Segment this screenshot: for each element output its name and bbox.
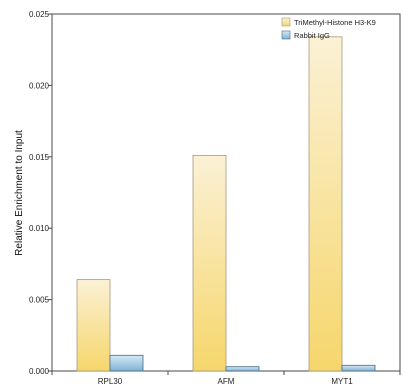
x-tick-label: RPL30: [98, 377, 123, 386]
legend: TriMethyl-Histone H3-K9 Rabbit IgG: [281, 17, 376, 40]
bar-rpl30-series-2: [109, 354, 144, 372]
legend-swatch: [281, 30, 291, 40]
bars-group: [76, 36, 376, 372]
y-axis: 0.000 0.005 0.010 0.015 0.020 0.025: [29, 10, 52, 376]
legend-swatch: [281, 17, 291, 27]
y-tick-label: 0.015: [29, 153, 50, 162]
bar-rpl30-series-1: [76, 279, 111, 372]
bar-myt1-series-1: [308, 36, 343, 372]
y-tick-label: 0.005: [29, 296, 50, 305]
legend-label: Rabbit IgG: [294, 31, 330, 40]
y-axis-title: Relative Enrichment to Input: [14, 130, 25, 256]
legend-label: TriMethyl-Histone H3-K9: [294, 18, 376, 27]
x-tick-label: AFM: [218, 377, 235, 386]
x-axis: RPL30 AFM MYT1: [51, 371, 401, 386]
y-tick-label: 0.010: [29, 224, 50, 233]
x-tick-label: MYT1: [331, 377, 353, 386]
bar-afm-series-1: [192, 154, 227, 372]
y-tick-label: 0.025: [29, 10, 50, 19]
bar-afm-series-2: [225, 366, 260, 372]
y-tick-label: 0.000: [29, 367, 50, 376]
bar-myt1-series-2: [341, 364, 376, 372]
y-tick-label: 0.020: [29, 81, 50, 90]
